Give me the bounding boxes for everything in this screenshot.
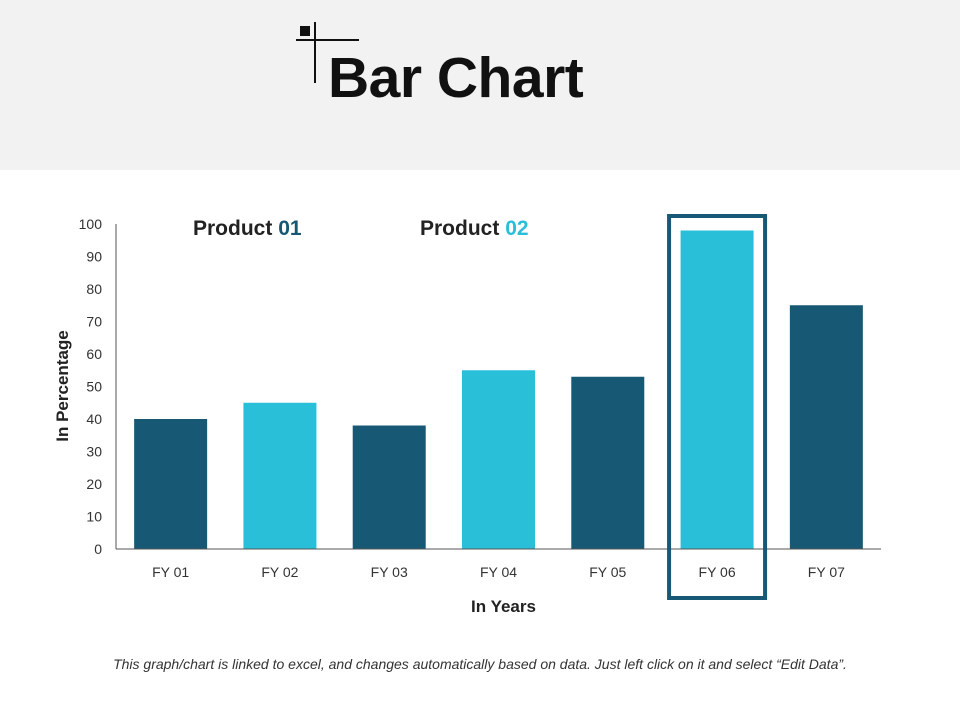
highlight-frame — [667, 214, 768, 600]
title-square-icon — [300, 26, 310, 36]
y-tick-label: 90 — [86, 249, 102, 265]
legend-product-01: Product 01 — [193, 217, 302, 241]
bar-fy-01[interactable] — [134, 419, 208, 549]
x-tick-label: FY 03 — [371, 564, 408, 580]
page-title: Bar Chart — [328, 46, 584, 110]
x-tick-label: FY 04 — [480, 564, 517, 580]
y-axis-label: In Percentage — [53, 330, 72, 442]
legend-product-01-number: 01 — [278, 217, 302, 240]
legend-product-02-number: 02 — [505, 217, 529, 240]
bar-fy-07[interactable] — [789, 305, 863, 549]
y-tick-label: 60 — [86, 346, 102, 362]
legend-product-02-word: Product — [420, 217, 500, 240]
y-tick-label: 100 — [79, 216, 103, 232]
y-tick-label: 50 — [86, 379, 102, 395]
x-tick-label: FY 05 — [589, 564, 626, 580]
y-tick-label: 20 — [86, 476, 102, 492]
header-band — [0, 0, 960, 170]
x-tick-label: FY 01 — [152, 564, 189, 580]
x-axis-label: In Years — [471, 597, 536, 616]
x-axis-ticks: FY 01 FY 02 FY 03 FY 04 FY 05 FY 06 FY 07 — [152, 564, 845, 580]
bar-fy-02[interactable] — [243, 402, 317, 549]
y-tick-label: 10 — [86, 509, 102, 525]
title-crosshair-vertical — [314, 22, 316, 83]
x-tick-label: FY 02 — [261, 564, 298, 580]
y-tick-label: 0 — [94, 541, 102, 557]
title-crosshair-horizontal — [296, 39, 359, 41]
footnote: This graph/chart is linked to excel, and… — [113, 656, 847, 672]
x-tick-label: FY 07 — [808, 564, 845, 580]
bars — [134, 230, 863, 550]
x-tick-label: FY 06 — [699, 564, 736, 580]
y-axis-ticks: 0 10 20 30 40 50 60 70 80 90 100 — [79, 216, 103, 557]
bar-fy-06[interactable] — [680, 230, 754, 550]
legend-product-01-word: Product — [193, 217, 273, 240]
y-tick-label: 40 — [86, 411, 102, 427]
bar-fy-05[interactable] — [571, 376, 645, 549]
y-tick-label: 70 — [86, 314, 102, 330]
bar-fy-04[interactable] — [462, 370, 535, 549]
y-tick-label: 30 — [86, 444, 102, 460]
bar-fy-03[interactable] — [352, 425, 426, 550]
y-tick-label: 80 — [86, 281, 102, 297]
legend-product-02: Product 02 — [420, 217, 529, 241]
